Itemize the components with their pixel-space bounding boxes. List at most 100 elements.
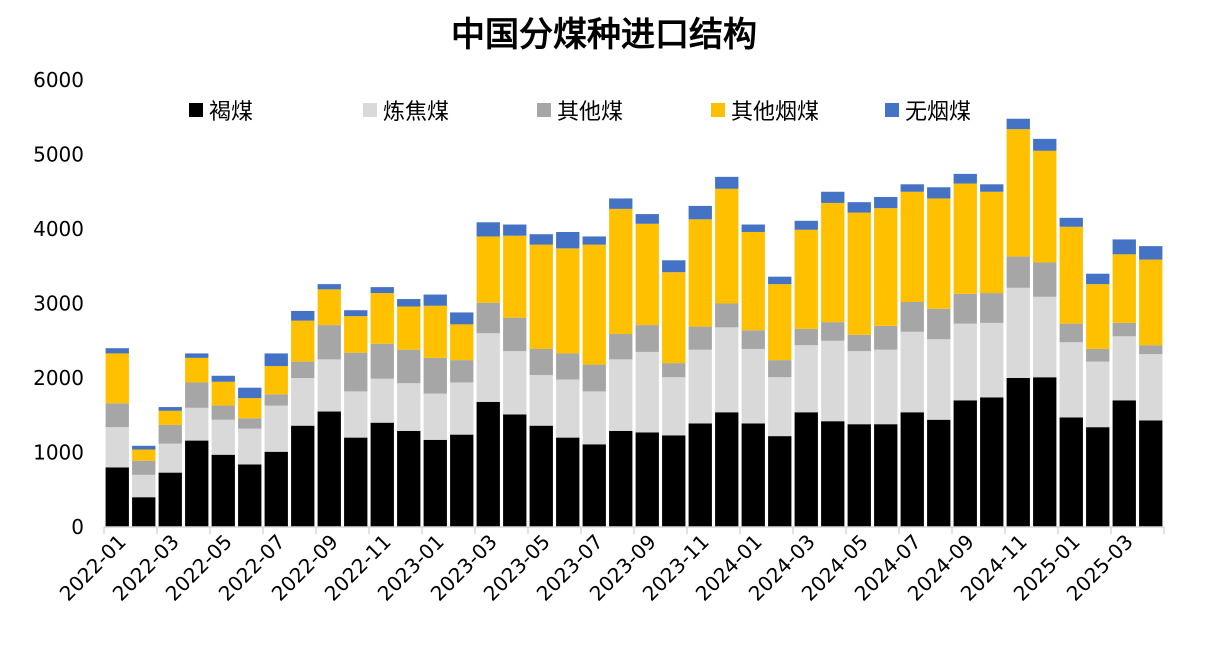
bar-segment [556,437,580,527]
bar-segment [662,435,686,527]
bar-segment [397,299,421,307]
y-tick-label: 6000 [33,68,84,92]
bar-segment [847,212,871,335]
bar-segment [132,449,156,461]
bar-segment [874,349,898,425]
bar-segment [291,425,315,527]
bar-segment [370,343,394,379]
y-tick-label: 1000 [33,441,84,465]
bar-segment [900,412,924,527]
bar-segment [688,423,712,527]
bar-segment [1086,427,1110,527]
bar-segment [291,320,315,362]
bar-segment [953,173,977,184]
legend-label: 无烟煤 [905,100,971,125]
bar-segment [874,325,898,350]
bar-segment [741,224,765,232]
bar-segment [291,310,315,321]
bar-segment [741,348,765,424]
legend-swatch [537,103,551,117]
y-tick-label: 3000 [33,292,84,316]
y-tick-label: 2000 [33,366,84,390]
bar-segment [715,303,739,328]
bar-segment [1006,287,1030,378]
bar-segment [715,412,739,527]
bar-segment [794,328,818,346]
bar-segment [238,428,262,465]
bar-segment [185,357,209,383]
bar-segment [397,430,421,527]
bar-segment [1033,138,1057,151]
bar-segment [768,436,792,527]
bar-segment [158,410,182,425]
bar-segment [794,229,818,329]
legend-label: 褐煤 [209,100,253,125]
bar-segment [344,391,368,438]
bar-segment [821,191,845,203]
bar-segment [185,382,209,408]
bar-segment [927,198,951,309]
bar-segment [980,293,1004,323]
bar-segment [927,419,951,527]
bar-segment [953,183,977,294]
bar-segment [582,244,606,365]
bar-segment [105,427,129,468]
bar-segment [582,364,606,392]
bar-segment [821,340,845,422]
bar-segment [370,422,394,527]
bar-segment [423,305,447,358]
bar-segment [317,325,341,360]
bar-segment [821,322,845,341]
y-tick-label: 5000 [33,143,84,167]
bar-segment [529,244,553,349]
bar-segment [980,184,1004,192]
bar-segment [794,220,818,230]
bar-segment [238,398,262,419]
bar-segment [291,361,315,378]
bar-segment [264,451,288,527]
bar-segment [105,348,129,354]
bar-segment [688,349,712,424]
bar-segment [264,394,288,406]
bar-segment [741,231,765,331]
bar-segment [476,236,500,303]
bar-segment [503,235,527,318]
bar-segment [1139,345,1163,355]
bar-segment [874,424,898,527]
bar-segment [476,302,500,334]
bar-segment [529,375,553,426]
bar-segment [503,414,527,527]
bar-segment [397,306,421,350]
bar-segment [635,351,659,433]
bar-segment [1139,420,1163,527]
bar-segment [556,353,580,380]
bar-segment [768,377,792,437]
bar-segment [158,443,182,473]
bar-segment [794,412,818,527]
bar-segment [317,411,341,527]
bar-segment [291,378,315,426]
bar-segment [821,421,845,527]
bar-segment [1086,284,1110,349]
legend: 褐煤 炼焦煤 其他煤 其他烟煤 无烟煤 [189,100,971,125]
bar-segment [423,294,447,306]
bar-segment [476,333,500,402]
bar-segment [158,472,182,527]
bar-segment [476,222,500,237]
bars [105,118,1163,527]
bar-segment [1112,400,1136,527]
bar-segment [953,323,977,401]
legend-swatch [885,103,899,117]
bar-segment [450,382,474,435]
bar-segment [476,401,500,527]
y-axis: 0 1000 2000 3000 4000 5000 6000 [33,68,84,539]
bar-segment [900,191,924,303]
bar-segment [688,205,712,220]
bar-segment [741,330,765,349]
bar-segment [1006,378,1030,527]
bar-segment [105,467,129,527]
bar-segment [980,397,1004,527]
bar-segment [132,497,156,527]
bar-segment [317,359,341,412]
bar-segment [1139,354,1163,421]
